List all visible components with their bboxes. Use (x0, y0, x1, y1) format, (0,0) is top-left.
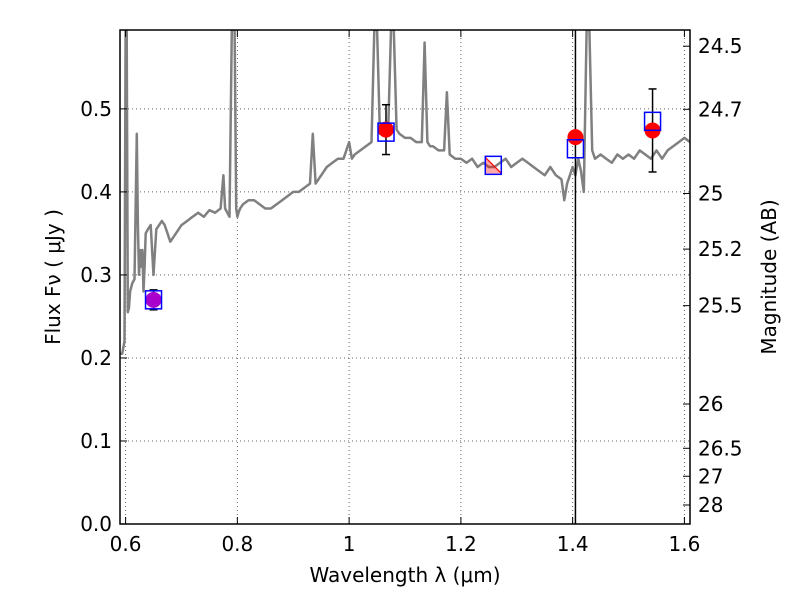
x-tick-label: 0.8 (221, 532, 253, 556)
y2-tick-label: 26.5 (698, 436, 743, 460)
y2-tick-label: 28 (698, 493, 723, 517)
y2-tick-label: 25.2 (698, 237, 743, 261)
x-axis-ticks: 0.6 0.8 1 1.2 1.4 1.6 (110, 30, 701, 556)
x-tick-label: 1 (343, 532, 356, 556)
y-tick-label: 0.3 (80, 263, 112, 287)
y-axis-ticks: 0.0 0.1 0.2 0.3 0.4 0.5 (80, 97, 127, 536)
y-tick-label: 0.4 (80, 180, 112, 204)
grid-lines (120, 30, 690, 525)
y2-tick-label: 25.5 (698, 294, 743, 318)
model-diagonal (484, 156, 502, 174)
y-tick-label: 0.2 (80, 346, 112, 370)
observed-point (378, 121, 394, 138)
plot-frame (119, 29, 691, 525)
y2-axis-ticks: 24.7 25 25.2 25.5 26 26.5 27 28 24.5 (683, 34, 743, 517)
y-tick-label: 0.5 (80, 97, 112, 121)
x-tick-label: 1.2 (445, 532, 477, 556)
x-tick-label: 1.6 (669, 532, 701, 556)
model-box (484, 155, 503, 176)
y2-tick-label: 25 (698, 181, 723, 205)
y2-tick-label: 24.5 (698, 34, 743, 58)
y2-axis-label: Magnitude (AB) (757, 199, 781, 354)
y2-tick-label: 26 (698, 392, 723, 416)
observed-point (145, 291, 162, 308)
y-tick-label: 0.1 (80, 429, 112, 453)
model-half-fill (485, 157, 502, 174)
model-box (566, 138, 585, 159)
model-box (144, 290, 163, 310)
y2-tick-label: 27 (698, 464, 723, 488)
y-tick-label: 0.0 (80, 512, 112, 536)
x-tick-label: 0.6 (110, 532, 142, 556)
plot-area (119, 29, 691, 525)
photometry-points (144, 88, 662, 311)
observed-point (567, 129, 584, 146)
x-tick-label: 1.4 (557, 532, 589, 556)
model-box (377, 122, 395, 142)
y-axis-label: Flux Fν ( μJy ) (41, 209, 65, 345)
x-axis-label: Wavelength λ (μm) (309, 563, 500, 587)
model-box (643, 111, 662, 132)
y2-tick-label: 24.7 (698, 97, 743, 121)
